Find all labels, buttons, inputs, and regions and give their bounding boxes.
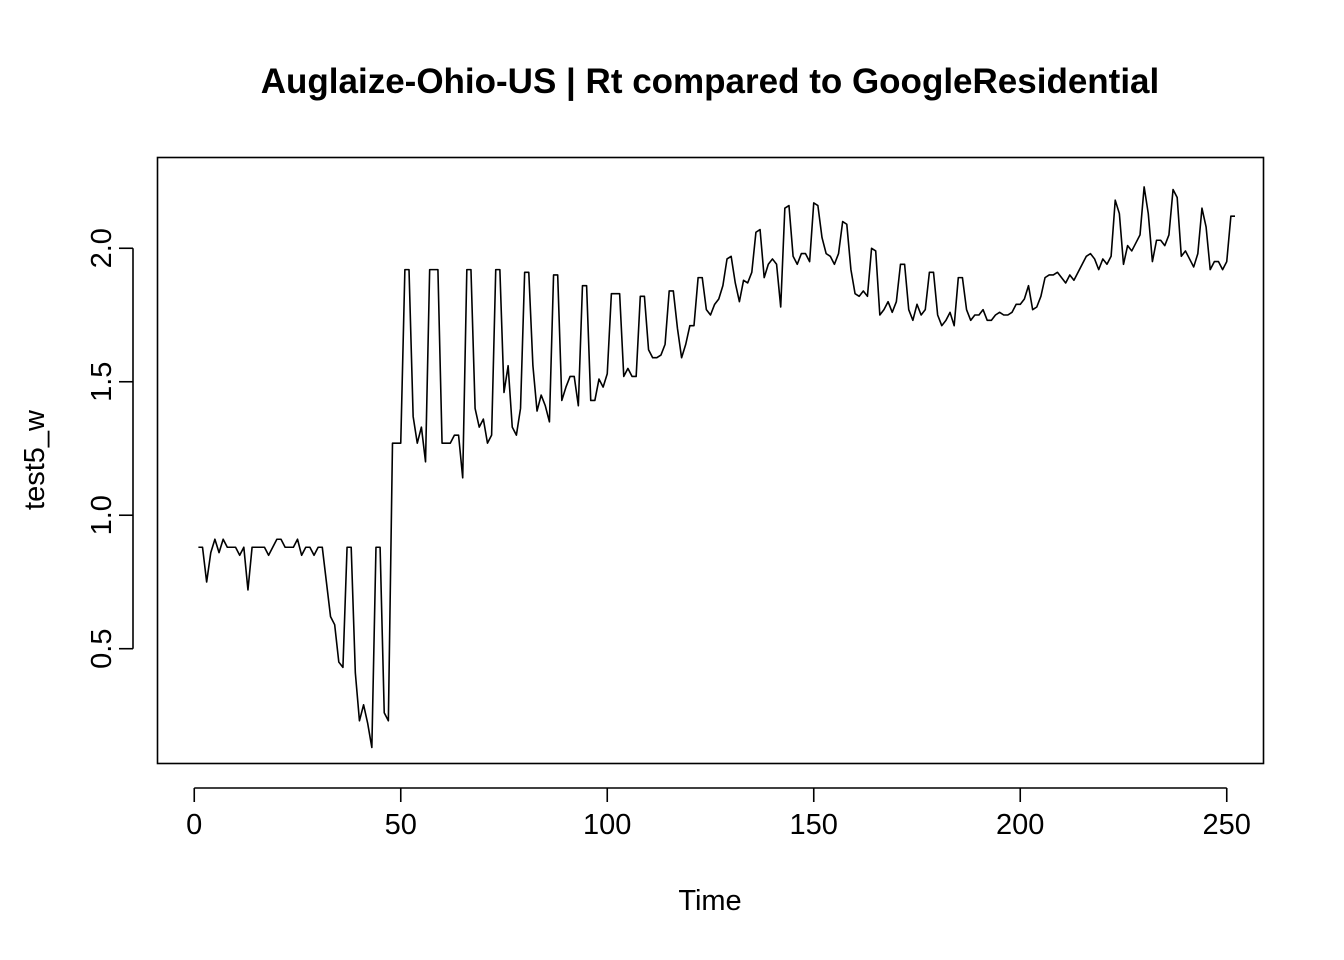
x-axis: 0 50 100 150 200 250 xyxy=(186,787,1251,841)
y-tick-label: 1.5 xyxy=(86,362,118,402)
y-axis: 0.5 1.0 1.5 2.0 xyxy=(86,228,134,669)
plot-frame xyxy=(156,156,1265,765)
chart-title: Auglaize-Ohio-US | Rt compared to Google… xyxy=(261,62,1159,101)
series-line xyxy=(198,186,1235,749)
x-tick-label: 0 xyxy=(186,809,202,841)
x-tick-label: 150 xyxy=(790,809,838,841)
x-tick-label: 100 xyxy=(583,809,631,841)
x-tick-label: 50 xyxy=(385,809,417,841)
y-tick-label: 2.0 xyxy=(86,228,118,268)
y-tick-label: 0.5 xyxy=(86,629,118,669)
x-tick-label: 200 xyxy=(996,809,1044,841)
y-tick-label: 1.0 xyxy=(86,495,118,535)
x-tick-label: 250 xyxy=(1203,809,1251,841)
y-axis-label: test5_w xyxy=(19,409,51,510)
x-axis-label: Time xyxy=(678,885,741,917)
